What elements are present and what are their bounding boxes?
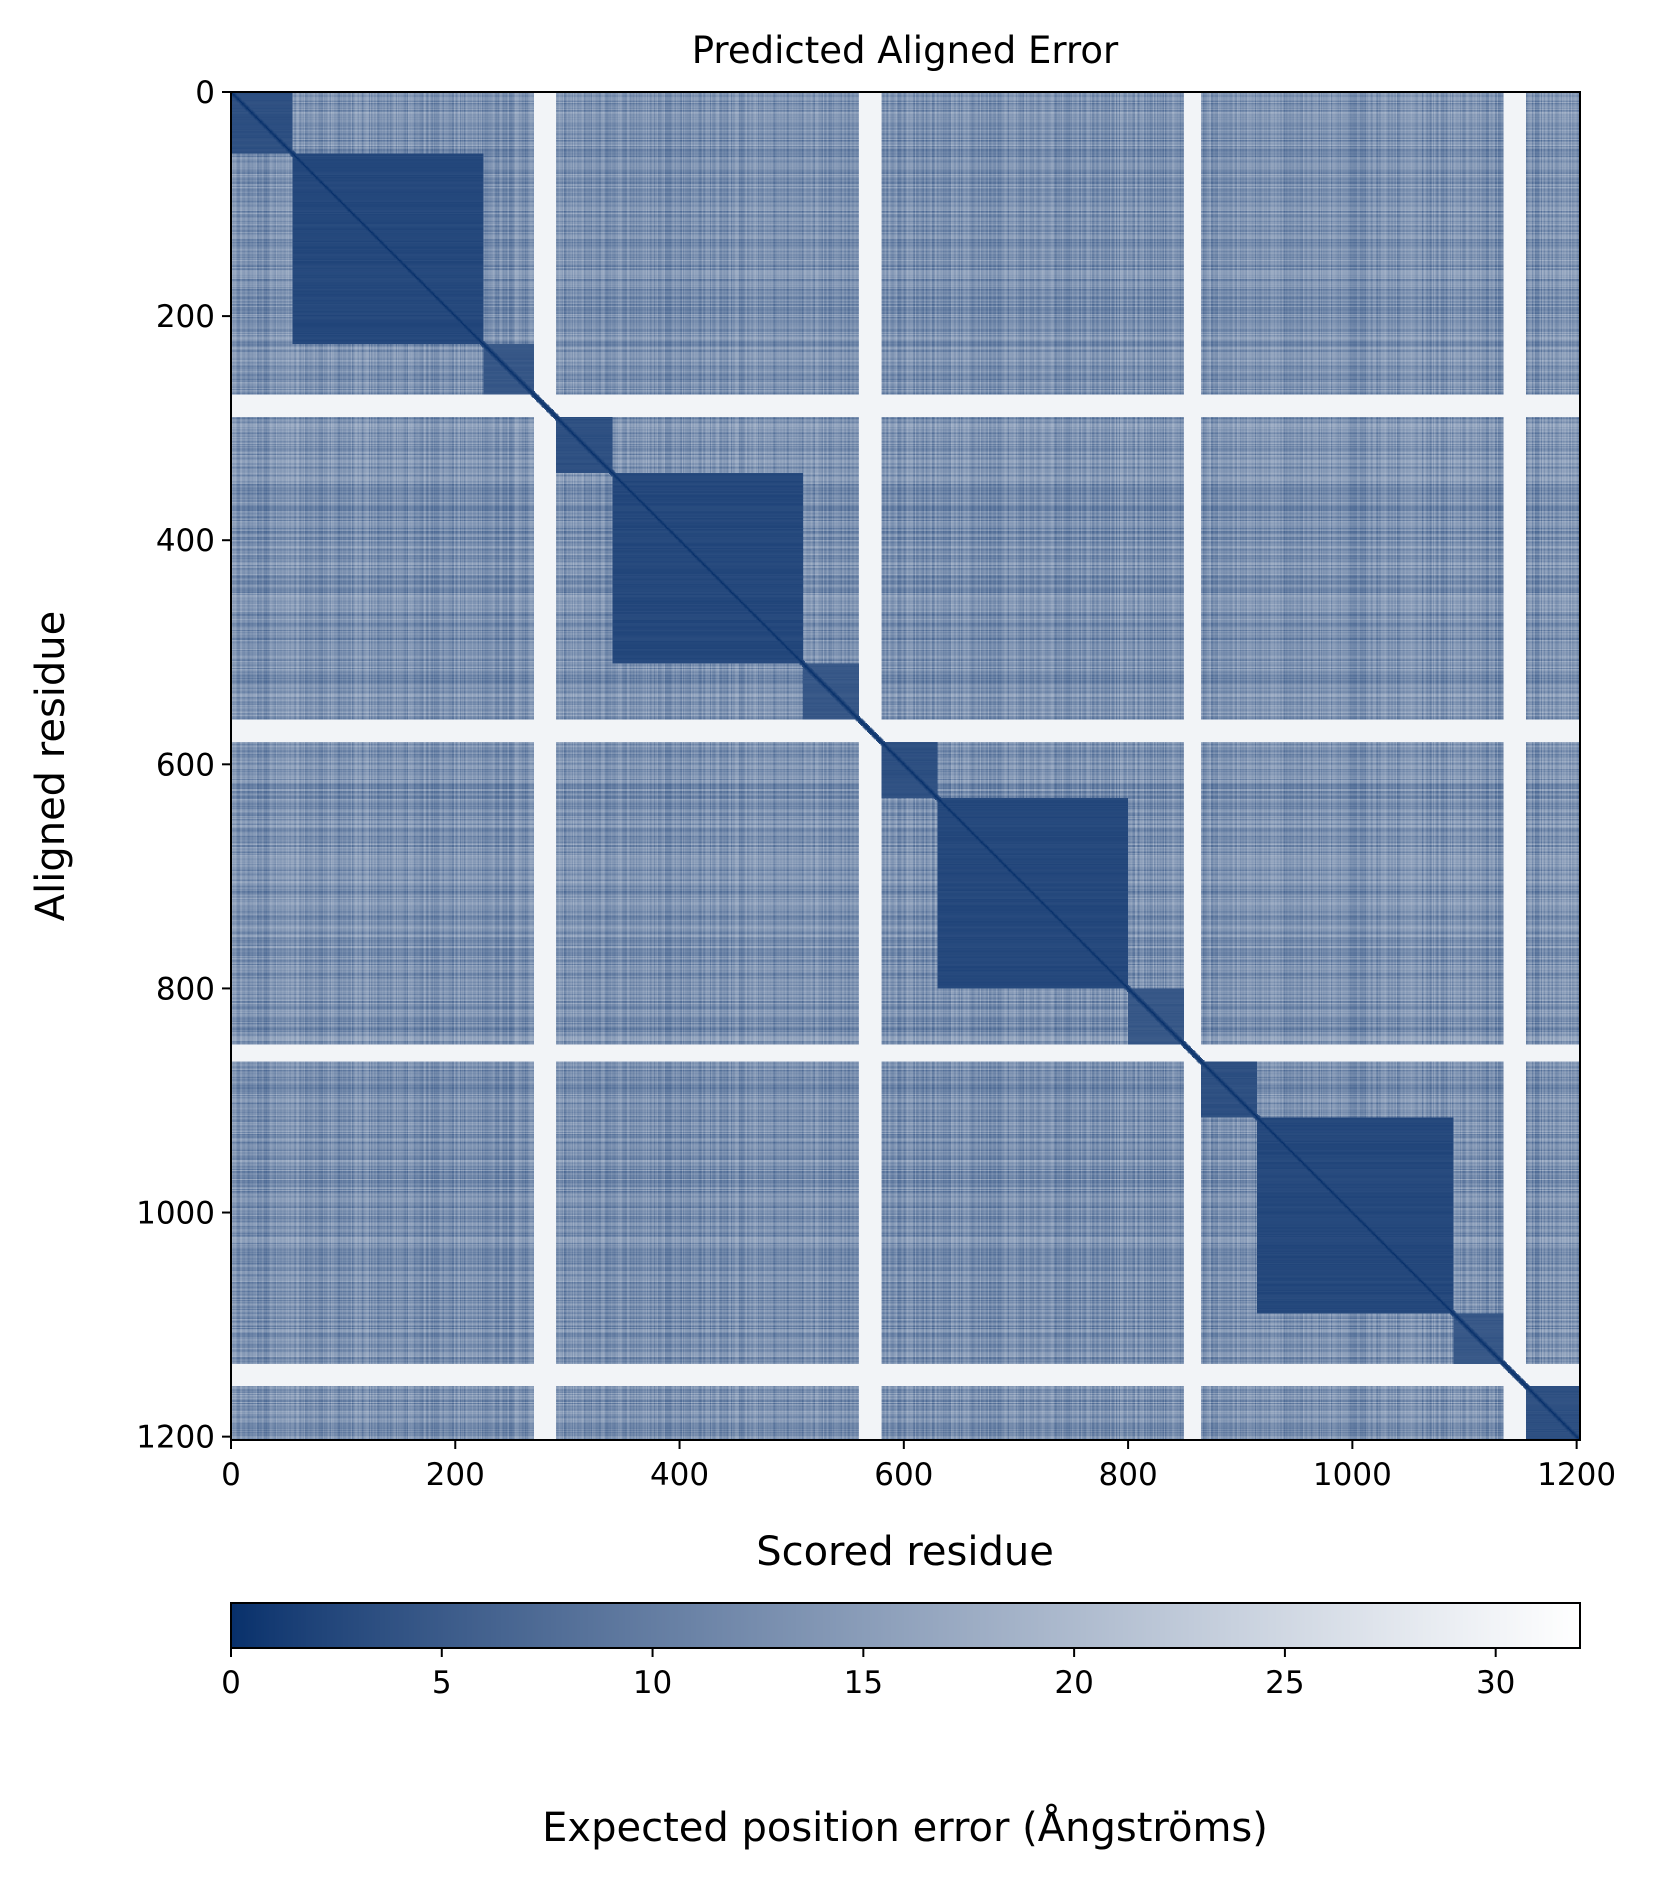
y-axis-label: Aligned residue <box>28 611 74 922</box>
x-axis-label: Scored residue <box>756 1529 1054 1575</box>
chart-title: Predicted Aligned Error <box>692 29 1119 72</box>
y-tick-label: 600 <box>156 747 215 783</box>
x-tick-label: 200 <box>426 1457 485 1493</box>
x-tick-label: 1200 <box>1537 1457 1616 1493</box>
colorbar-tick-label: 5 <box>432 1665 452 1701</box>
pae-heatmap <box>231 92 1580 1440</box>
colorbar-ticks: 0 5 10 15 20 25 30 <box>221 1648 1515 1701</box>
colorbar-tick-label: 25 <box>1265 1665 1304 1701</box>
colorbar-tick-label: 30 <box>1476 1665 1515 1701</box>
x-tick-label: 1000 <box>1313 1457 1392 1493</box>
colorbar-tick-label: 20 <box>1054 1665 1093 1701</box>
plot-frame <box>230 91 1581 1441</box>
y-tick-label: 400 <box>156 523 215 559</box>
colorbar-gradient <box>231 1603 1580 1648</box>
x-axis-ticks: 0 200 400 600 800 1000 1200 <box>221 1440 1616 1493</box>
y-tick-label: 800 <box>156 971 215 1007</box>
colorbar-tick-label: 10 <box>633 1665 672 1701</box>
x-tick-label: 600 <box>874 1457 933 1493</box>
colorbar-tick-label: 0 <box>221 1665 241 1701</box>
x-tick-label: 800 <box>1099 1457 1158 1493</box>
y-axis-ticks: 0 200 400 600 800 1000 1200 <box>136 75 231 1456</box>
colorbar-frame <box>230 1602 1581 1649</box>
colorbar-tick-label: 15 <box>844 1665 883 1701</box>
y-tick-label: 1200 <box>136 1420 215 1456</box>
x-tick-label: 0 <box>221 1457 241 1493</box>
x-tick-label: 400 <box>650 1457 709 1493</box>
colorbar-label: Expected position error (Ångströms) <box>542 1803 1268 1851</box>
y-tick-label: 1000 <box>136 1196 215 1232</box>
y-tick-label: 0 <box>195 75 215 111</box>
y-tick-label: 200 <box>156 299 215 335</box>
